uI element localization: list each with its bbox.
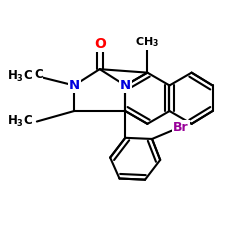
Text: N: N <box>68 79 80 92</box>
Text: $\mathregular{H_3}$: $\mathregular{H_3}$ <box>10 69 24 83</box>
Text: $\mathbf{H_3C}$: $\mathbf{H_3C}$ <box>8 114 34 129</box>
Text: $\mathbf{H_3C}$: $\mathbf{H_3C}$ <box>8 68 34 84</box>
Text: H: H <box>25 68 34 82</box>
Text: M: M <box>35 76 36 77</box>
Text: O: O <box>94 36 106 51</box>
Text: Br: Br <box>173 121 189 134</box>
Text: 3: 3 <box>29 77 34 86</box>
Text: N: N <box>120 79 131 92</box>
Text: C: C <box>35 68 43 82</box>
Text: $\mathbf{CH_3}$: $\mathbf{CH_3}$ <box>135 36 160 49</box>
